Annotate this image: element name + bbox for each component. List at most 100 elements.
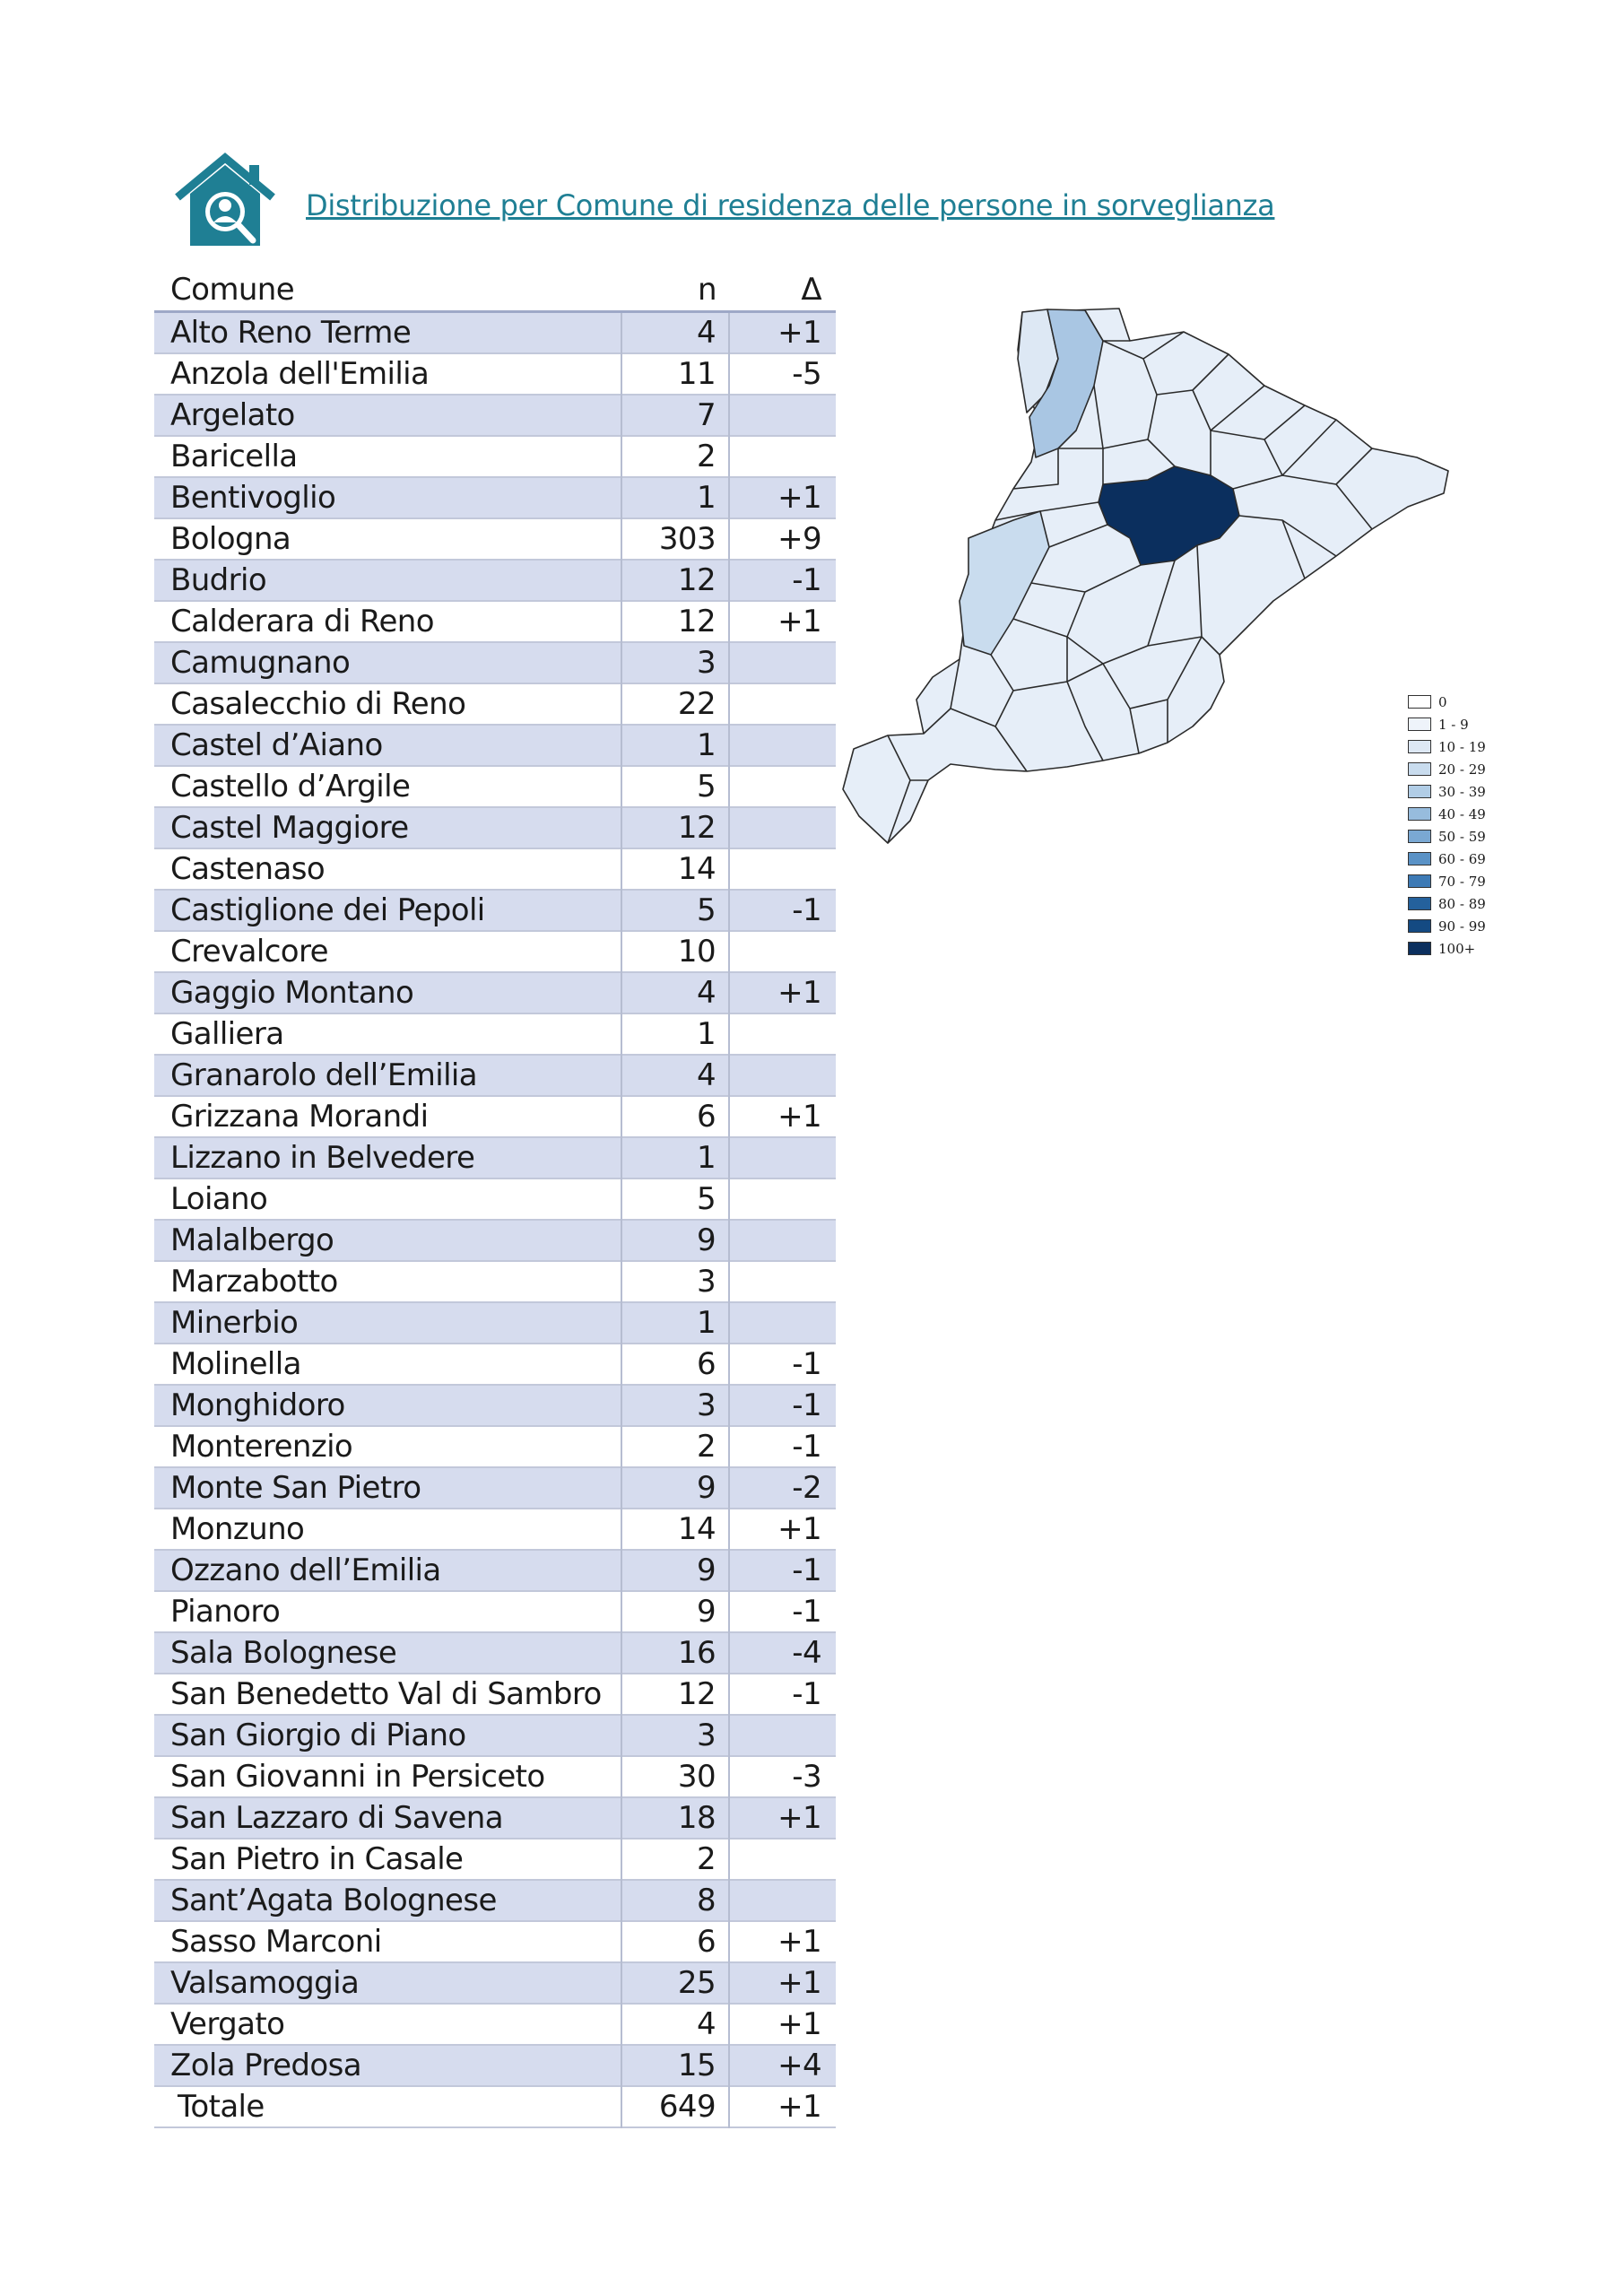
n-cell: 3 bbox=[621, 1715, 729, 1756]
table-row: Castiglione dei Pepoli 5 -1 bbox=[154, 890, 836, 931]
col-header-comune: Comune bbox=[170, 272, 295, 308]
delta-cell bbox=[728, 931, 836, 972]
comune-cell: Sant’Agata Bolognese bbox=[170, 1883, 497, 1918]
comune-cell: Molinella bbox=[170, 1346, 301, 1382]
house-person-icon bbox=[170, 151, 280, 248]
legend-item: 40 - 49 bbox=[1408, 803, 1486, 825]
comune-cell: San Pietro in Casale bbox=[170, 1841, 464, 1877]
n-cell: 1 bbox=[621, 1013, 729, 1055]
total-delta: +1 bbox=[728, 2086, 836, 2127]
n-cell: 5 bbox=[621, 1178, 729, 1220]
legend-label: 40 - 49 bbox=[1438, 805, 1486, 822]
table-row: Pianoro 9 -1 bbox=[154, 1591, 836, 1632]
table-row: Valsamoggia 25 +1 bbox=[154, 1962, 836, 2004]
delta-cell: +4 bbox=[728, 2045, 836, 2086]
delta-cell: +1 bbox=[728, 1962, 836, 2004]
delta-cell: -2 bbox=[728, 1467, 836, 1509]
n-cell: 7 bbox=[621, 395, 729, 436]
legend-item: 0 bbox=[1408, 691, 1486, 713]
table-row: Sala Bolognese 16 -4 bbox=[154, 1632, 836, 1674]
n-cell: 3 bbox=[621, 1385, 729, 1426]
n-cell: 22 bbox=[621, 683, 729, 725]
delta-cell bbox=[728, 1715, 836, 1756]
comune-cell: Zola Predosa bbox=[170, 2048, 362, 2083]
legend-label: 100+ bbox=[1438, 940, 1476, 957]
legend-item: 30 - 39 bbox=[1408, 780, 1486, 803]
delta-cell: -1 bbox=[728, 1674, 836, 1715]
choropleth-map bbox=[834, 305, 1462, 987]
n-cell: 16 bbox=[621, 1632, 729, 1674]
delta-cell bbox=[728, 1839, 836, 1880]
comune-cell: Monte San Pietro bbox=[170, 1470, 421, 1506]
legend-label: 20 - 29 bbox=[1438, 761, 1486, 778]
delta-cell bbox=[728, 395, 836, 436]
comune-cell: San Giovanni in Persiceto bbox=[170, 1759, 545, 1795]
table-row: Loiano 5 bbox=[154, 1178, 836, 1220]
n-cell: 25 bbox=[621, 1962, 729, 2004]
table-row: Alto Reno Terme 4 +1 bbox=[154, 311, 836, 353]
comune-cell: Bologna bbox=[170, 521, 291, 557]
n-cell: 2 bbox=[621, 1839, 729, 1880]
table-row: Monterenzio 2 -1 bbox=[154, 1426, 836, 1467]
comune-cell: Granarolo dell’Emilia bbox=[170, 1057, 478, 1093]
delta-cell: -1 bbox=[728, 560, 836, 601]
total-label: Totale bbox=[178, 2089, 265, 2125]
n-cell: 6 bbox=[621, 1344, 729, 1385]
table-row: Bologna 303 +9 bbox=[154, 518, 836, 560]
legend-label: 70 - 79 bbox=[1438, 873, 1486, 890]
delta-cell: -1 bbox=[728, 1385, 836, 1426]
comune-cell: Camugnano bbox=[170, 645, 351, 681]
comune-cell: Calderara di Reno bbox=[170, 604, 435, 639]
delta-cell bbox=[728, 683, 836, 725]
table-row: Monzuno 14 +1 bbox=[154, 1509, 836, 1550]
table-row: Argelato 7 bbox=[154, 395, 836, 436]
legend-swatch bbox=[1408, 897, 1431, 910]
table-row: Granarolo dell’Emilia 4 bbox=[154, 1055, 836, 1096]
comune-cell: Valsamoggia bbox=[170, 1965, 360, 2001]
comune-cell: Alto Reno Terme bbox=[170, 315, 412, 351]
legend-item: 90 - 99 bbox=[1408, 915, 1486, 937]
delta-cell: -4 bbox=[728, 1632, 836, 1674]
table-row: Anzola dell'Emilia 11 -5 bbox=[154, 353, 836, 395]
table-row: Marzabotto 3 bbox=[154, 1261, 836, 1302]
table-row: San Pietro in Casale 2 bbox=[154, 1839, 836, 1880]
legend-item: 60 - 69 bbox=[1408, 848, 1486, 870]
legend-swatch bbox=[1408, 942, 1431, 955]
comune-cell: Castel d’Aiano bbox=[170, 727, 383, 763]
n-cell: 303 bbox=[621, 518, 729, 560]
comune-cell: Lizzano in Belvedere bbox=[170, 1140, 475, 1176]
legend-item: 1 - 9 bbox=[1408, 713, 1486, 735]
comune-cell: Monterenzio bbox=[170, 1429, 353, 1465]
delta-cell bbox=[728, 1013, 836, 1055]
delta-cell bbox=[728, 1055, 836, 1096]
table-row: Calderara di Reno 12 +1 bbox=[154, 601, 836, 642]
comune-cell: Castello d’Argile bbox=[170, 769, 411, 804]
table-row: San Lazzaro di Savena 18 +1 bbox=[154, 1797, 836, 1839]
comune-cell: Pianoro bbox=[170, 1594, 281, 1630]
table-row: Sant’Agata Bolognese 8 bbox=[154, 1880, 836, 1921]
table-row: Castel d’Aiano 1 bbox=[154, 725, 836, 766]
delta-cell bbox=[728, 725, 836, 766]
table-row: Vergato 4 +1 bbox=[154, 2004, 836, 2045]
legend-swatch bbox=[1408, 718, 1431, 731]
table-row: Castenaso 14 bbox=[154, 848, 836, 890]
n-cell: 4 bbox=[621, 311, 729, 353]
delta-cell bbox=[728, 1880, 836, 1921]
n-cell: 9 bbox=[621, 1467, 729, 1509]
legend-item: 50 - 59 bbox=[1408, 825, 1486, 848]
table-row: Castello d’Argile 5 bbox=[154, 766, 836, 807]
legend-label: 1 - 9 bbox=[1438, 716, 1469, 733]
delta-cell: -1 bbox=[728, 1426, 836, 1467]
table-row: Grizzana Morandi 6 +1 bbox=[154, 1096, 836, 1137]
delta-cell: -1 bbox=[728, 1550, 836, 1591]
delta-cell: -3 bbox=[728, 1756, 836, 1797]
comune-cell: Loiano bbox=[170, 1181, 268, 1217]
table-row: Castel Maggiore 12 bbox=[154, 807, 836, 848]
legend-swatch bbox=[1408, 785, 1431, 798]
table-row: Budrio 12 -1 bbox=[154, 560, 836, 601]
delta-cell: -1 bbox=[728, 890, 836, 931]
legend-swatch bbox=[1408, 874, 1431, 888]
comune-cell: Castel Maggiore bbox=[170, 810, 409, 846]
delta-cell: +1 bbox=[728, 1921, 836, 1962]
n-cell: 1 bbox=[621, 725, 729, 766]
